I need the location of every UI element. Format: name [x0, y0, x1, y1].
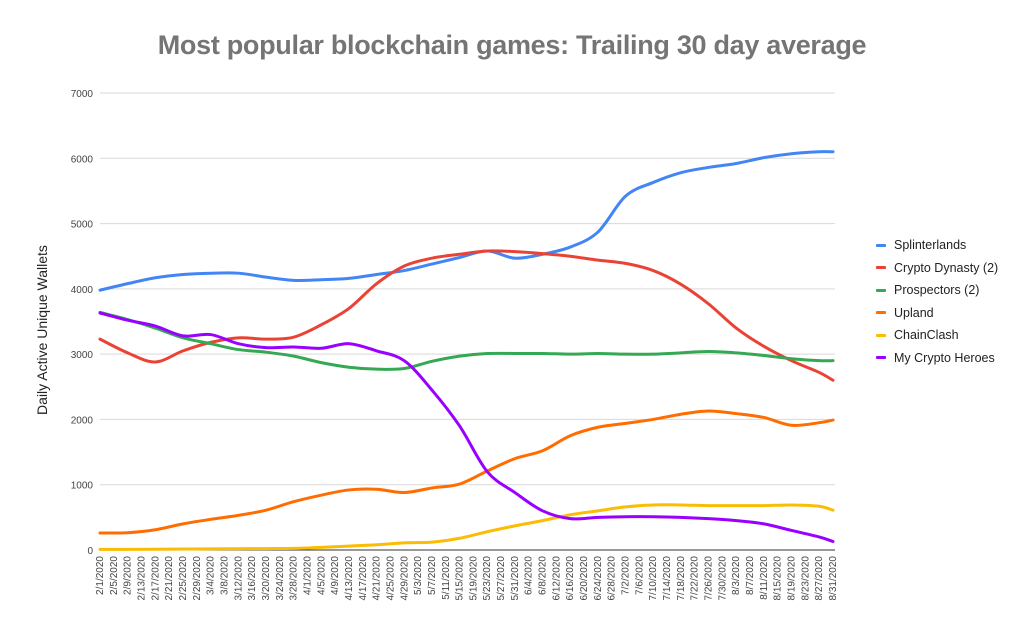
series-line-splinterlands — [98, 150, 835, 292]
y-tick-label: 7000 — [71, 89, 94, 100]
x-tick-label: 3/24/2020 — [275, 556, 286, 601]
x-tick-label: 7/22/2020 — [690, 556, 701, 601]
x-tick-label: 8/27/2020 — [814, 556, 825, 601]
x-tick-label: 5/27/2020 — [496, 556, 507, 601]
legend-item: Crypto Dynasty (2) — [876, 257, 998, 280]
x-tick-label: 8/7/2020 — [745, 556, 756, 595]
x-tick-label: 7/10/2020 — [648, 556, 659, 601]
x-tick-label: 6/20/2020 — [579, 556, 590, 601]
series-line-prospectors-2 — [98, 310, 835, 371]
x-tick-label: 2/21/2020 — [164, 556, 175, 601]
series-line-upland — [98, 409, 835, 535]
legend-item: Upland — [876, 302, 998, 325]
x-tick-label: 3/8/2020 — [219, 556, 230, 595]
x-tick-label: 8/15/2020 — [773, 556, 784, 601]
x-tick-label: 4/21/2020 — [372, 556, 383, 601]
x-tick-label: 8/11/2020 — [759, 556, 770, 600]
legend: Splinterlands Crypto Dynasty (2) Prospecto… — [876, 234, 998, 369]
x-tick-label: 2/29/2020 — [192, 556, 203, 601]
series-line-my-crypto-heroes — [98, 311, 835, 544]
x-tick-label: 3/12/2020 — [233, 556, 244, 601]
x-tick-label: 2/17/2020 — [150, 556, 161, 601]
x-tick-label: 6/16/2020 — [565, 556, 576, 601]
legend-swatch — [876, 266, 886, 270]
x-tick-label: 8/19/2020 — [787, 556, 798, 601]
chart-title: Most popular blockchain games: Trailing … — [157, 30, 867, 60]
x-tick-label: 8/23/2020 — [800, 556, 811, 601]
legend-swatch — [876, 243, 886, 247]
x-tick-label: 7/14/2020 — [662, 556, 673, 601]
x-tick-label: 6/12/2020 — [551, 556, 562, 601]
x-tick-label: 4/5/2020 — [316, 556, 327, 595]
y-axis-ticks: 0 1000 2000 3000 4000 5000 6000 7000 — [71, 89, 94, 557]
x-tick-label: 5/19/2020 — [468, 556, 479, 601]
x-tick-label: 4/1/2020 — [302, 556, 313, 595]
y-tick-label: 1000 — [71, 481, 94, 492]
x-tick-label: 4/25/2020 — [385, 556, 396, 601]
x-tick-label: 6/24/2020 — [593, 556, 604, 601]
x-tick-label: 5/11/2020 — [441, 556, 452, 600]
series-lines — [98, 150, 835, 551]
x-tick-label: 5/7/2020 — [427, 556, 438, 595]
x-tick-label: 2/5/2020 — [109, 556, 120, 595]
x-tick-label: 3/20/2020 — [261, 556, 272, 601]
legend-item: Prospectors (2) — [876, 279, 998, 302]
x-tick-label: 5/15/2020 — [455, 556, 466, 601]
legend-label: Crypto Dynasty (2) — [894, 260, 999, 275]
y-tick-label: 5000 — [71, 220, 94, 231]
legend-label: ChainClash — [894, 328, 959, 343]
x-tick-label: 2/1/2020 — [95, 556, 106, 595]
legend-swatch — [876, 288, 886, 292]
legend-item: Splinterlands — [876, 234, 998, 257]
legend-label: Upland — [894, 305, 934, 320]
x-tick-label: 5/3/2020 — [413, 556, 424, 595]
x-tick-label: 8/31/2020 — [828, 556, 839, 601]
x-tick-label: 4/13/2020 — [344, 556, 355, 601]
x-tick-label: 7/30/2020 — [717, 556, 728, 601]
x-tick-label: 3/16/2020 — [247, 556, 258, 601]
y-tick-label: 0 — [87, 546, 93, 557]
y-tick-label: 6000 — [71, 154, 94, 165]
x-tick-label: 4/9/2020 — [330, 556, 341, 595]
series-line-crypto-dynasty-2 — [98, 249, 835, 382]
x-tick-label: 2/9/2020 — [123, 556, 134, 595]
legend-swatch — [876, 356, 886, 360]
legend-label: Prospectors (2) — [894, 283, 980, 298]
x-tick-label: 7/2/2020 — [621, 556, 632, 595]
legend-label: My Crypto Heroes — [894, 350, 995, 365]
x-tick-label: 8/3/2020 — [731, 556, 742, 595]
x-tick-label: 2/13/2020 — [136, 556, 147, 601]
x-tick-label: 4/17/2020 — [358, 556, 369, 601]
y-tick-label: 3000 — [71, 350, 94, 361]
x-axis-ticks: 2/1/2020 2/5/2020 2/9/2020 2/13/2020 2/17/20… — [95, 556, 839, 601]
x-tick-label: 7/18/2020 — [676, 556, 687, 601]
x-tick-label: 5/23/2020 — [482, 556, 493, 601]
y-tick-label: 2000 — [71, 415, 94, 426]
y-tick-label: 4000 — [71, 285, 94, 296]
series-line-chainclash — [98, 503, 835, 551]
legend-swatch — [876, 311, 886, 315]
x-tick-label: 5/31/2020 — [510, 556, 521, 601]
x-tick-label: 6/8/2020 — [538, 556, 549, 595]
legend-item: My Crypto Heroes — [876, 347, 998, 370]
x-tick-label: 7/6/2020 — [634, 556, 645, 595]
x-tick-label: 2/25/2020 — [178, 556, 189, 601]
legend-swatch — [876, 333, 886, 337]
legend-item: ChainClash — [876, 324, 998, 347]
x-tick-label: 7/26/2020 — [704, 556, 715, 601]
x-tick-label: 6/4/2020 — [524, 556, 535, 595]
legend-label: Splinterlands — [894, 238, 967, 253]
x-tick-label: 6/28/2020 — [607, 556, 618, 601]
x-tick-label: 3/4/2020 — [206, 556, 217, 595]
x-tick-label: 4/29/2020 — [399, 556, 410, 601]
x-tick-label: 3/28/2020 — [289, 556, 300, 601]
